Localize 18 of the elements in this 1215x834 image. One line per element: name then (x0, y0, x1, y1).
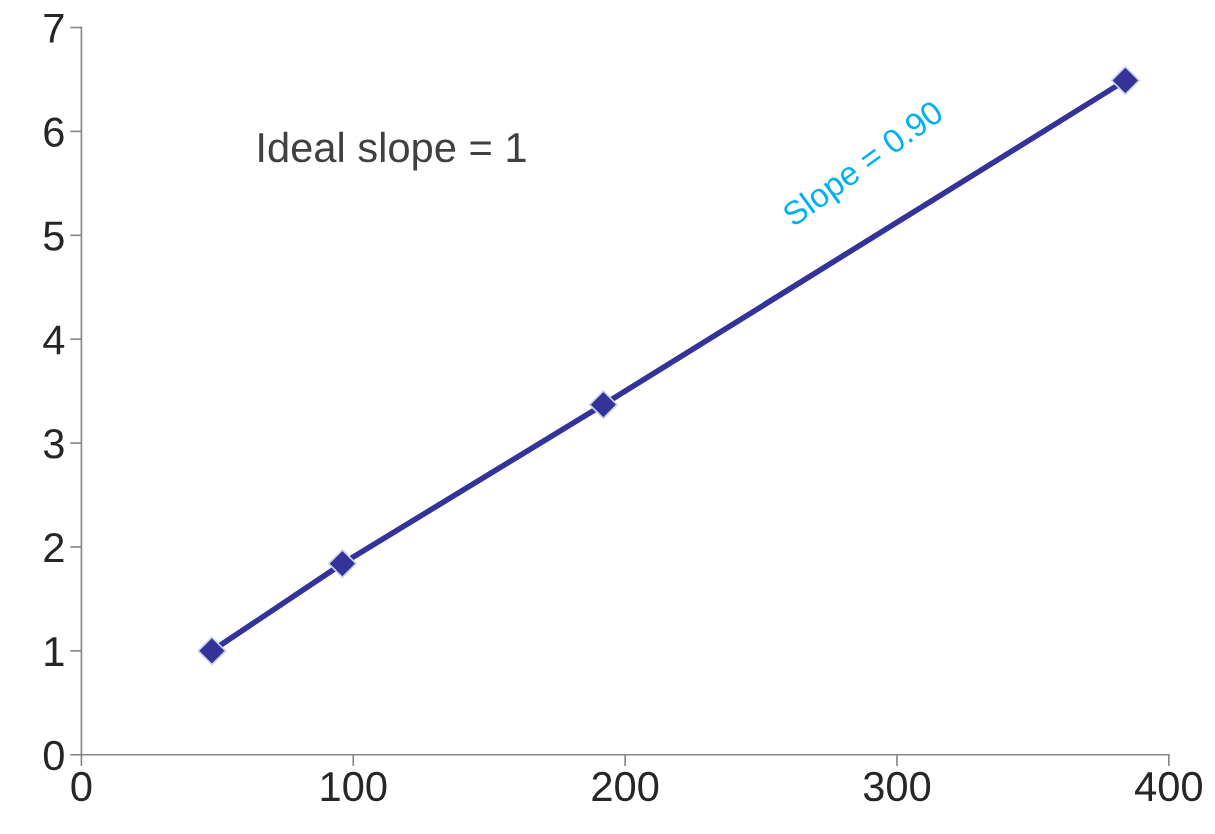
y-tick-label: 5 (43, 221, 64, 251)
point (197, 636, 227, 666)
y-tick-label: 0 (43, 740, 64, 771)
x-tick-label: 0 (71, 771, 92, 802)
point (588, 390, 618, 420)
y-tick-label: 3 (43, 429, 64, 459)
x-tick-label: 400 (1135, 771, 1202, 802)
annotation: Ideal slope = 1 (259, 131, 526, 171)
point (327, 549, 357, 579)
x-tick-label: 200 (592, 771, 659, 802)
y-tick-label: 1 (45, 637, 64, 666)
y-tick-label: 2 (44, 532, 64, 563)
point (1110, 65, 1140, 96)
y-tick-label: 6 (44, 117, 64, 147)
x-tick-label: 300 (863, 771, 931, 802)
y-tick-label: 4 (43, 325, 65, 355)
x-tick-label: 100 (321, 771, 387, 802)
y-tick-label: 7 (44, 13, 64, 43)
